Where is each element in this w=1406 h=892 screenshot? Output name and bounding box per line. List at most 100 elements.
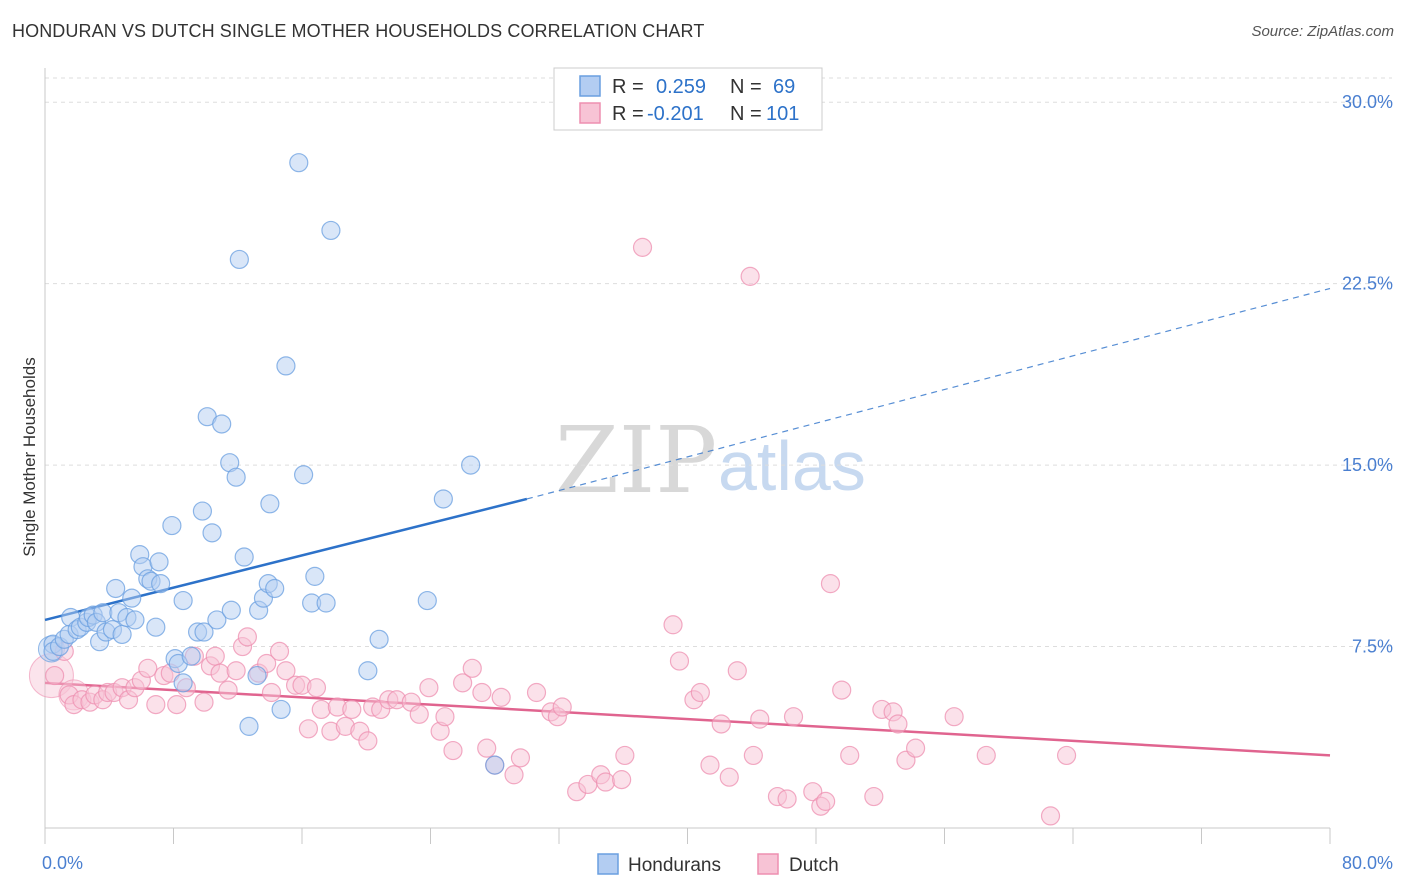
- dutch-point-83: [743, 745, 763, 766]
- dutch-point-21: [194, 692, 214, 712]
- bottom-legend-swatch-hondurans: [597, 853, 619, 875]
- dutch-point-61: [504, 765, 524, 785]
- honduran-point-42: [221, 600, 241, 620]
- dutch-point-23: [205, 646, 225, 666]
- x-tick-max: 80.0%: [1342, 853, 1393, 873]
- watermark-zip: ZIP: [555, 407, 717, 514]
- dutch-trend-line: [44, 681, 1331, 757]
- dutch-point-86: [777, 789, 797, 809]
- honduran-point-21: [125, 610, 145, 630]
- dutch-point-33: [276, 661, 296, 681]
- dutch-point-82: [740, 266, 760, 286]
- honduran-point-54: [271, 699, 291, 720]
- legend-r-value-hondurans: 0.259: [656, 76, 706, 98]
- dutch-point-57: [472, 682, 492, 703]
- dutch-point-53: [435, 707, 455, 727]
- dutch-point-78: [700, 755, 720, 775]
- honduran-point-40: [207, 610, 227, 630]
- dutch-point-81: [727, 661, 747, 681]
- dutch-point-26: [226, 661, 246, 681]
- dutch-point-94: [864, 786, 884, 807]
- dutch-point-56: [462, 658, 482, 678]
- honduran-point-57: [294, 465, 314, 485]
- dutch-point-63: [526, 682, 547, 703]
- y-tick-label-3: 30.0%: [1342, 92, 1393, 112]
- honduran-point-52: [260, 494, 280, 514]
- watermark-atlas: atlas: [718, 427, 866, 505]
- honduran-trend-extension: [526, 287, 1331, 500]
- dutch-point-36: [298, 719, 319, 739]
- honduran-point-59: [305, 566, 325, 586]
- honduran-point-47: [239, 716, 259, 736]
- honduran-point-61: [321, 220, 341, 241]
- honduran-point-44: [226, 467, 246, 487]
- dutch-point-72: [615, 745, 635, 766]
- honduran-point-53: [265, 578, 285, 599]
- dutch-point-62: [510, 748, 531, 768]
- honduran-point-64: [417, 590, 437, 611]
- series-legend: Hondurans Dutch: [597, 853, 839, 876]
- dutch-point-90: [816, 791, 836, 811]
- dutch-point-99: [905, 738, 926, 758]
- dutch-point-0: [45, 665, 65, 686]
- honduran-point-37: [192, 501, 213, 521]
- honduran-point-33: [173, 590, 193, 611]
- axes: [44, 68, 1331, 844]
- dutch-point-93: [840, 745, 860, 766]
- dutch-point-103: [1056, 745, 1077, 766]
- y-tick-labels: 7.5% 15.0% 22.5% 30.0%: [1342, 92, 1393, 656]
- honduran-trend-line: [44, 497, 528, 622]
- y-tick-label-2: 22.5%: [1342, 274, 1393, 294]
- honduran-point-34: [181, 646, 201, 666]
- honduran-point-56: [289, 153, 309, 173]
- dutch-point-54: [443, 740, 463, 761]
- y-tick-label-1: 15.0%: [1342, 455, 1393, 475]
- y-axis-label: Single Mother Households: [20, 357, 39, 556]
- honduran-point-18: [112, 624, 132, 645]
- legend-swatch-dutch: [579, 102, 601, 124]
- honduran-point-55: [276, 356, 296, 376]
- dutch-point-37: [306, 678, 327, 698]
- chart-title: HONDURAN VS DUTCH SINGLE MOTHER HOUSEHOL…: [12, 21, 705, 41]
- dutch-point-92: [832, 680, 852, 700]
- legend-r-label-hondurans: R =: [612, 76, 644, 98]
- honduran-point-27: [149, 552, 169, 572]
- dutch-point-91: [820, 574, 841, 594]
- legend-n-value-dutch: 101: [766, 103, 799, 125]
- dutch-point-31: [261, 682, 282, 703]
- dutch-point-42: [342, 699, 362, 720]
- honduran-point-39: [202, 523, 222, 543]
- dutch-point-79: [711, 714, 731, 734]
- dutch-point-80: [719, 767, 739, 787]
- dutch-point-28: [237, 627, 257, 647]
- legend-n-label-dutch: N =: [730, 103, 762, 125]
- legend-n-value-hondurans: 69: [773, 76, 795, 98]
- bottom-legend-dutch: Dutch: [789, 855, 839, 876]
- honduran-point-62: [358, 661, 378, 681]
- honduran-point-13: [93, 603, 113, 623]
- dutch-point-51: [419, 678, 439, 698]
- honduran-point-16: [106, 578, 126, 599]
- dutch-point-15: [146, 695, 166, 715]
- dutch-point-25: [218, 680, 238, 700]
- legend-r-label-dutch: R =: [612, 103, 644, 125]
- bottom-legend-hondurans: Hondurans: [628, 855, 721, 876]
- dutch-point-73: [632, 237, 653, 257]
- trend-lines: [44, 287, 1331, 757]
- honduran-point-67: [485, 755, 505, 775]
- bottom-legend-swatch-dutch: [757, 853, 779, 875]
- honduran-point-45: [229, 249, 249, 270]
- x-tick-min: 0.0%: [42, 853, 83, 873]
- honduran-point-36: [194, 622, 214, 642]
- honduran-point-46: [234, 547, 254, 567]
- y-tick-label-0: 7.5%: [1352, 637, 1393, 657]
- dutch-point-18: [167, 695, 187, 715]
- dutch-point-88: [803, 782, 823, 802]
- dutch-point-50: [409, 704, 429, 724]
- dutch-point-58: [477, 738, 497, 758]
- honduran-point-48: [247, 665, 267, 686]
- honduran-point-41: [212, 414, 232, 434]
- legend-swatch-hondurans: [579, 75, 601, 97]
- dutch-point-24: [210, 663, 230, 683]
